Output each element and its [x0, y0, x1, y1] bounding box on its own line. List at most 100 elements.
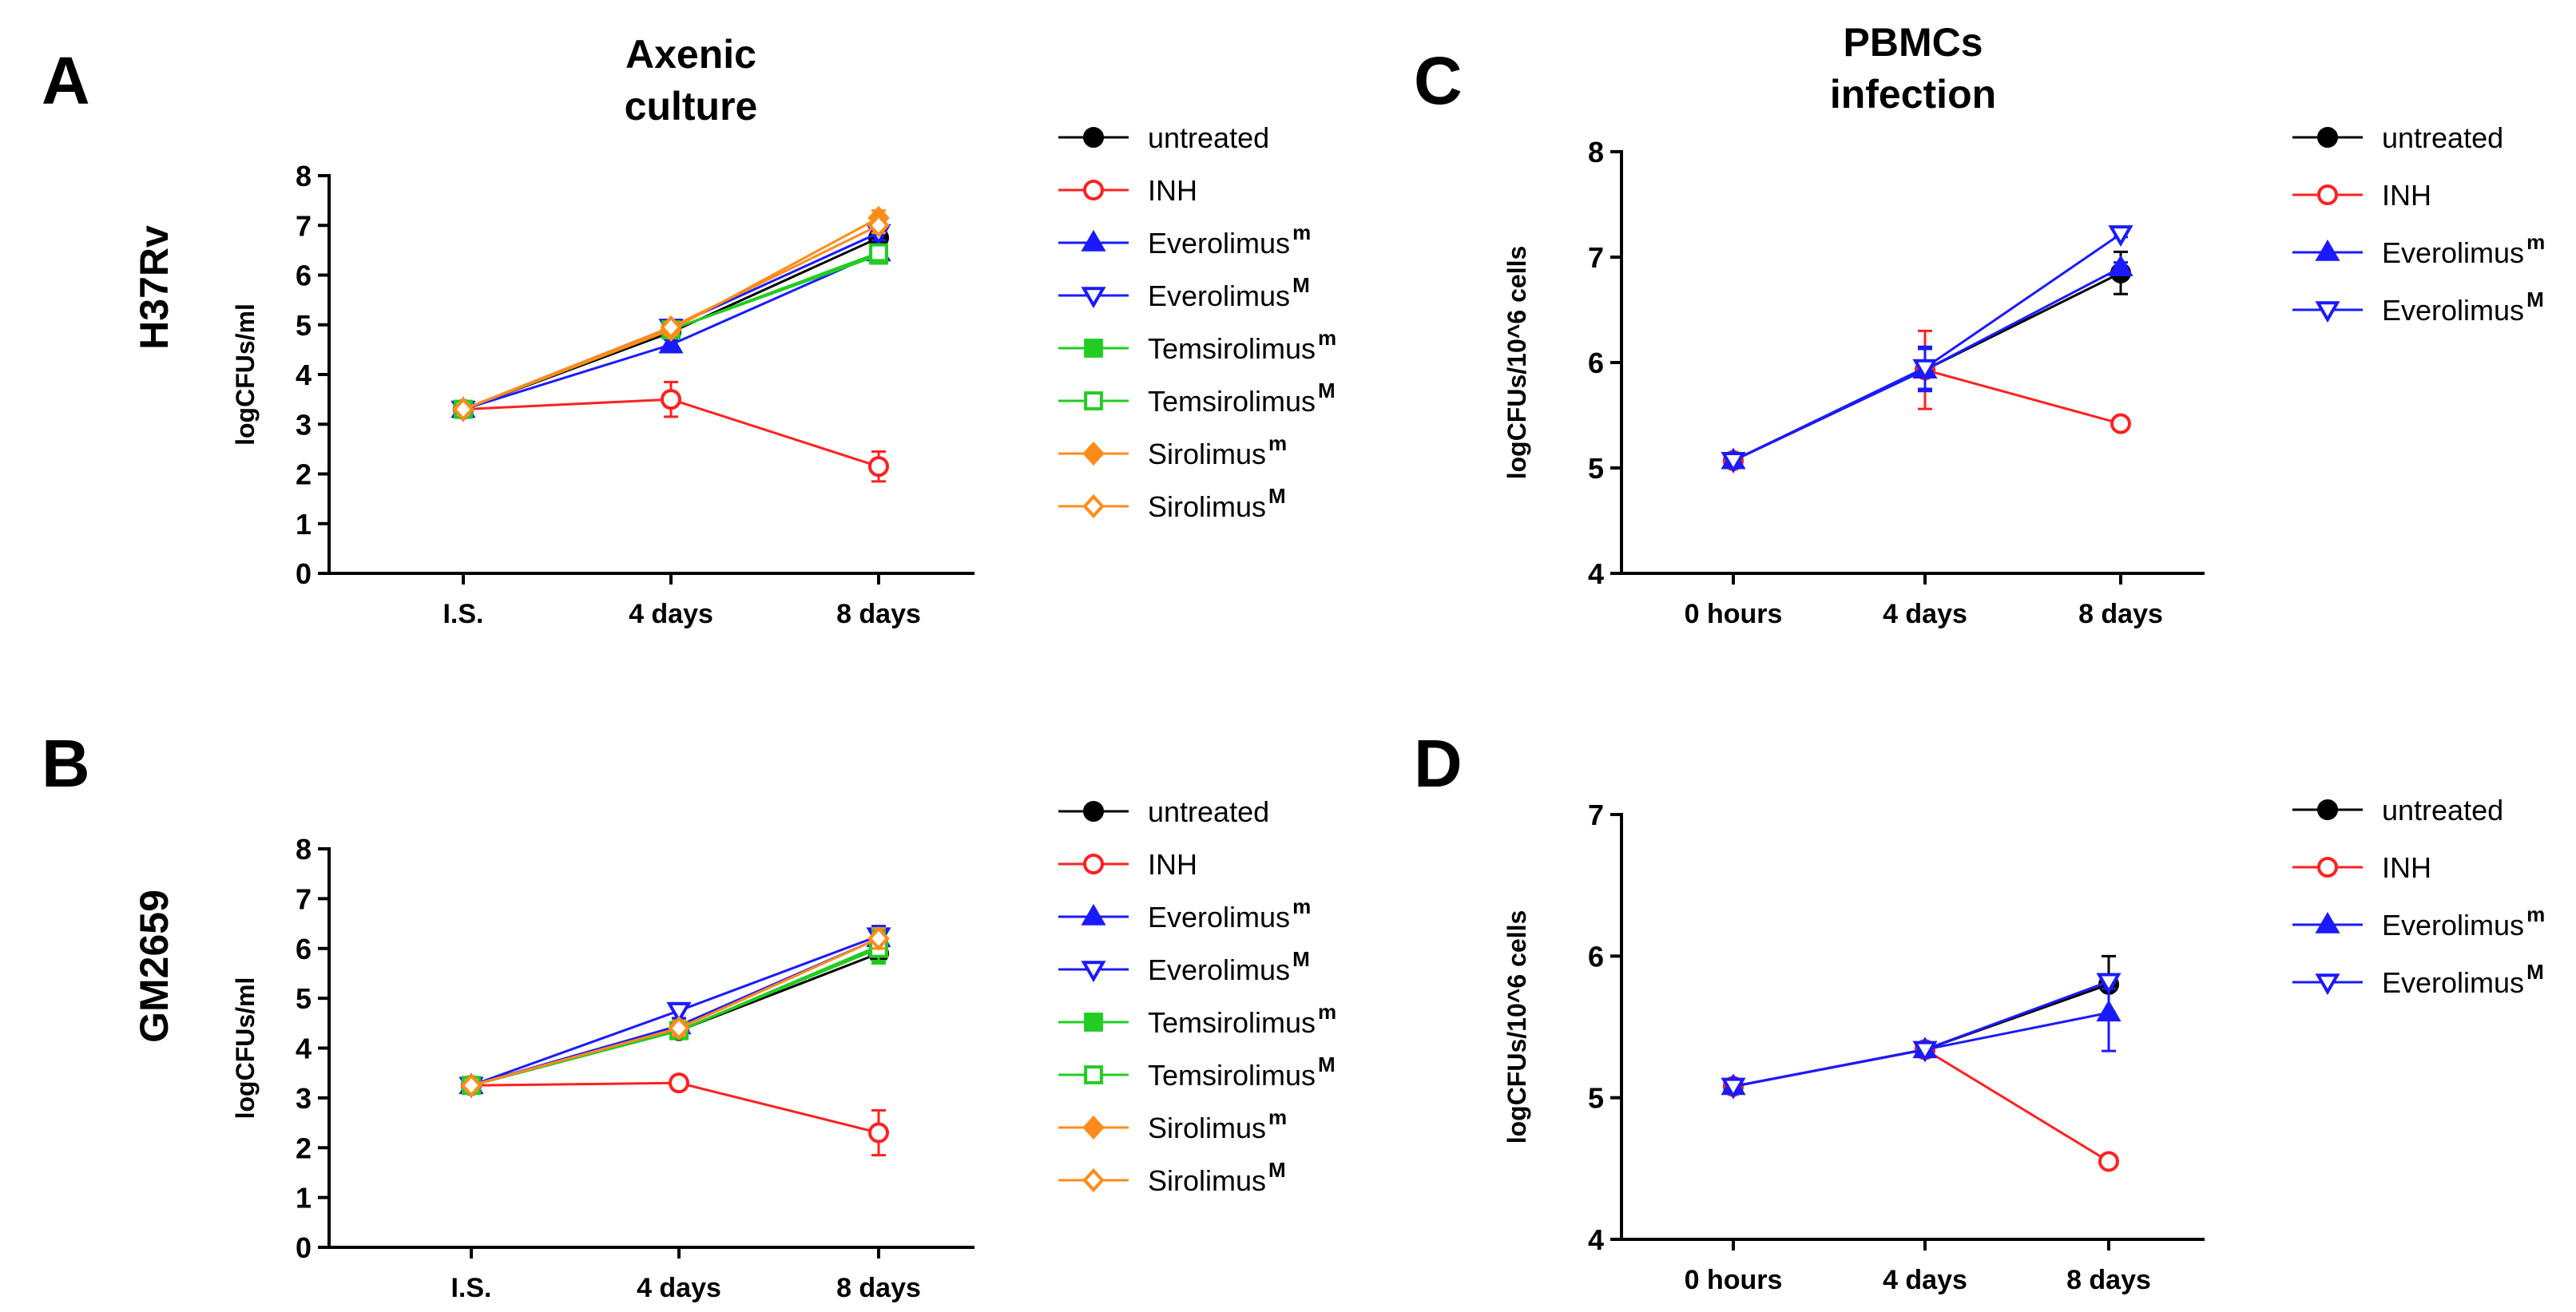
legend-item: Everolimus m — [2292, 230, 2545, 269]
legend-label: Everolimus — [1148, 227, 1290, 260]
y-tick-label: 7 — [1588, 241, 1604, 274]
legend-label: Temsirolimus — [1148, 1006, 1316, 1039]
data-point — [2108, 225, 2133, 248]
x-tick-label: 4 days — [1883, 1265, 1967, 1295]
legend-item: INH — [1058, 848, 1197, 881]
legend-label: Everolimus — [1148, 953, 1290, 986]
y-tick-label: 2 — [296, 458, 312, 491]
y-tick-label: 6 — [1588, 347, 1604, 379]
y-tick-label: 7 — [296, 882, 312, 915]
y-tick-label: 8 — [296, 833, 312, 866]
legend-superscript: m — [1292, 220, 1311, 244]
data-point — [2110, 413, 2131, 434]
x-tick-label: I.S. — [451, 1273, 491, 1303]
legend-marker — [1084, 339, 1103, 358]
legend-label: Sirolimus — [1148, 490, 1266, 523]
panel-letter-a: A — [42, 43, 90, 118]
legend-item: untreated — [2292, 794, 2503, 826]
x-tick-label: 8 days — [836, 1273, 921, 1303]
legend-marker — [2317, 184, 2338, 205]
chart-panel-c: 4 5 6 7 8 0 hours 4 days 8 days logCFUs/10^6 cel… — [1502, 121, 2545, 629]
data-point — [868, 456, 889, 478]
legend-superscript: M — [2526, 287, 2544, 311]
y-tick-label: 8 — [1588, 136, 1604, 168]
series-inh — [1723, 1039, 2119, 1172]
legend-superscript: M — [1268, 484, 1286, 508]
y-axis-label-b: logCFUs/ml — [231, 977, 260, 1120]
legend-superscript: m — [2526, 230, 2545, 254]
series-line — [1733, 1048, 2110, 1163]
legend-item: Temsirolimus M — [1058, 1052, 1336, 1092]
series-sirolimus-m — [460, 926, 890, 1098]
legend-superscript: M — [2526, 960, 2544, 984]
legend-item: Temsirolimus M — [1058, 379, 1336, 418]
legend-label: Everolimus — [1148, 901, 1290, 933]
legend-item: Everolimus M — [1058, 947, 1310, 986]
legend-label: Everolimus — [2382, 909, 2524, 941]
data-point — [1721, 1077, 1746, 1100]
y-tick-label: 5 — [1588, 1082, 1604, 1115]
x-tick-label: 4 days — [637, 1273, 721, 1303]
legend-item: untreated — [1058, 121, 1269, 154]
y-tick-label: 5 — [296, 982, 312, 1015]
y-tick-label: 0 — [296, 1231, 312, 1264]
legend-item: Everolimus M — [2292, 960, 2544, 999]
x-tick-label: 4 days — [629, 599, 713, 629]
legend-superscript: M — [1292, 273, 1310, 297]
legend-superscript: m — [1292, 894, 1311, 918]
legend-marker — [2315, 239, 2340, 261]
series-inh — [453, 380, 889, 483]
legend-superscript: M — [1318, 379, 1336, 402]
y-tick-label: 6 — [296, 260, 312, 292]
legend-marker — [1084, 1065, 1103, 1084]
legend-superscript: m — [1268, 1105, 1287, 1129]
series-everolimus-m — [1721, 973, 2122, 1100]
legend-label: Temsirolimus — [1148, 332, 1316, 365]
legend-marker — [2315, 973, 2340, 996]
y-tick-label: 3 — [296, 408, 312, 441]
legend-item: INH — [2292, 851, 2431, 884]
legend-marker — [1084, 1013, 1103, 1032]
data-point — [2096, 1000, 2122, 1022]
legend-marker — [1083, 854, 1104, 874]
legend-superscript: m — [1318, 326, 1336, 350]
data-point — [666, 1001, 692, 1024]
x-tick-label: 0 hours — [1685, 1265, 1783, 1295]
legend-item: Temsirolimus m — [1058, 1000, 1336, 1039]
legend-item: INH — [2292, 179, 2431, 212]
legend-marker — [1081, 903, 1106, 926]
data-point — [669, 1072, 689, 1094]
legend-label: INH — [2382, 179, 2431, 212]
y-tick-label: 7 — [296, 209, 312, 242]
y-tick-label: 6 — [296, 933, 312, 965]
legend-label: Temsirolimus — [1148, 1059, 1316, 1092]
legend-item: INH — [1058, 174, 1197, 207]
data-point — [452, 397, 474, 422]
legend-marker — [1081, 229, 1106, 252]
legend-label: Temsirolimus — [1148, 385, 1316, 418]
legend-item: untreated — [1058, 795, 1269, 828]
y-tick-label: 6 — [1588, 940, 1604, 973]
legend-item: Sirolimus M — [1058, 1158, 1286, 1197]
legend-superscript: M — [1268, 1158, 1286, 1182]
data-point — [1912, 1040, 1938, 1063]
legend-item: Everolimus m — [2292, 902, 2545, 941]
y-tick-label: 2 — [296, 1132, 312, 1164]
legend-item: Sirolimus M — [1058, 484, 1286, 523]
series-line — [1733, 980, 2110, 1088]
legend-marker — [1084, 391, 1103, 410]
panel-letter-d: D — [1414, 726, 1463, 801]
y-tick-label: 7 — [1588, 799, 1604, 831]
legend-label: Sirolimus — [1148, 1112, 1266, 1144]
column-title-axenic-line2: culture — [625, 84, 758, 129]
legend-item: Temsirolimus m — [1058, 326, 1336, 365]
legend-item: Sirolimus m — [1058, 431, 1287, 470]
y-tick-label: 5 — [296, 309, 312, 342]
legend-marker — [1082, 1167, 1105, 1193]
chart-panel-d: 4 5 6 7 0 hours 4 days 8 days logCFUs/10^6 cell… — [1502, 794, 2545, 1295]
series-line — [470, 947, 879, 1087]
series-untreated — [1723, 954, 2119, 1097]
